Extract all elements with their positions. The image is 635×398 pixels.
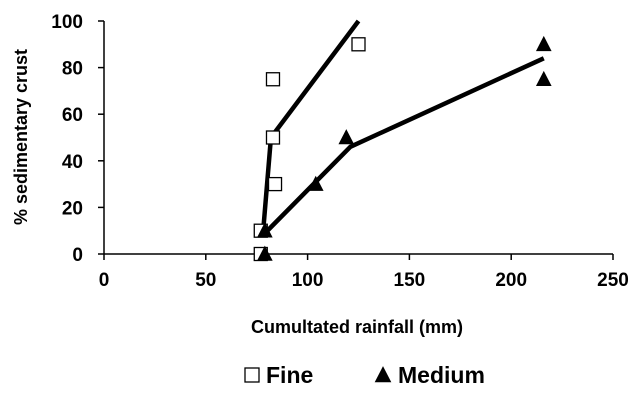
data-points	[253, 35, 552, 262]
y-axis-title: % sedimentary crust	[11, 49, 31, 225]
tick-labels: 0 50 100 150 200 250 0 20 40 60 80 100	[51, 12, 629, 291]
data-point-fine	[267, 176, 283, 192]
legend-item-fine: Fine	[244, 362, 313, 388]
x-axis-title: Cumultated rainfall (mm)	[251, 317, 463, 337]
axes	[98, 20, 614, 260]
data-point-medium	[535, 35, 552, 52]
y-tick-label: 40	[62, 152, 83, 173]
trendlines	[260, 19, 545, 237]
x-tick-label: 200	[495, 270, 527, 291]
legend-label: Medium	[398, 362, 485, 388]
x-tick-label: 0	[99, 270, 110, 291]
data-point-medium	[307, 175, 324, 191]
legend-marker-fine	[244, 367, 260, 383]
legend-marker-medium	[374, 366, 392, 383]
y-tick-label: 80	[62, 59, 83, 80]
legend-label: Fine	[266, 362, 313, 388]
trendline-medium	[261, 56, 545, 237]
y-tick-label: 100	[51, 12, 83, 33]
data-point-fine	[265, 130, 281, 145]
y-tick-label: 60	[62, 105, 83, 126]
data-point-fine	[351, 37, 366, 52]
data-point-medium	[257, 245, 273, 261]
x-tick-label: 100	[292, 270, 324, 291]
legend-item-medium: Medium	[374, 362, 485, 388]
x-tick-label: 250	[597, 270, 629, 291]
x-tick-label: 50	[195, 270, 216, 291]
legend: Fine Medium	[244, 362, 485, 388]
data-point-fine	[265, 72, 281, 87]
trendline-fine	[260, 19, 361, 236]
y-tick-label: 20	[62, 198, 83, 219]
x-tick-label: 150	[394, 270, 426, 291]
data-point-medium	[338, 129, 355, 145]
y-tick-label: 0	[72, 245, 83, 266]
data-point-medium	[257, 222, 273, 238]
data-point-medium	[535, 70, 552, 87]
